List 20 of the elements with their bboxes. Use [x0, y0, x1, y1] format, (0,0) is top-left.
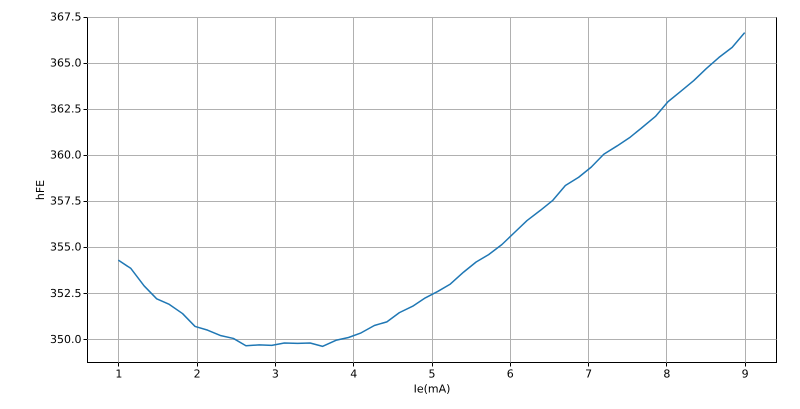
y-axis-title: hFE — [34, 180, 48, 200]
y-tick-label: 360.0 — [50, 148, 82, 162]
x-tick-label: 7 — [585, 368, 592, 380]
y-tick-label: 362.5 — [50, 102, 82, 116]
x-tick-label: 5 — [428, 368, 436, 380]
x-tick-label: 3 — [272, 368, 279, 380]
y-tick-label: 350.0 — [50, 332, 82, 346]
x-axis-title: Ie(mA) — [414, 382, 450, 396]
x-tick-label: 1 — [115, 368, 122, 380]
y-tick-label: 357.5 — [50, 194, 82, 208]
y-tick-label: 367.5 — [50, 10, 82, 24]
x-tick-label: 2 — [194, 368, 201, 380]
x-tick-label: 6 — [506, 368, 514, 380]
y-tick-label: 355.0 — [50, 240, 82, 254]
y-tick-label: 365.0 — [50, 56, 82, 70]
x-tick-label: 4 — [350, 368, 358, 380]
line-series — [118, 32, 746, 348]
y-tick-label: 352.5 — [50, 286, 82, 300]
x-tick-label: 9 — [742, 368, 749, 380]
x-tick-label: 8 — [663, 368, 670, 380]
